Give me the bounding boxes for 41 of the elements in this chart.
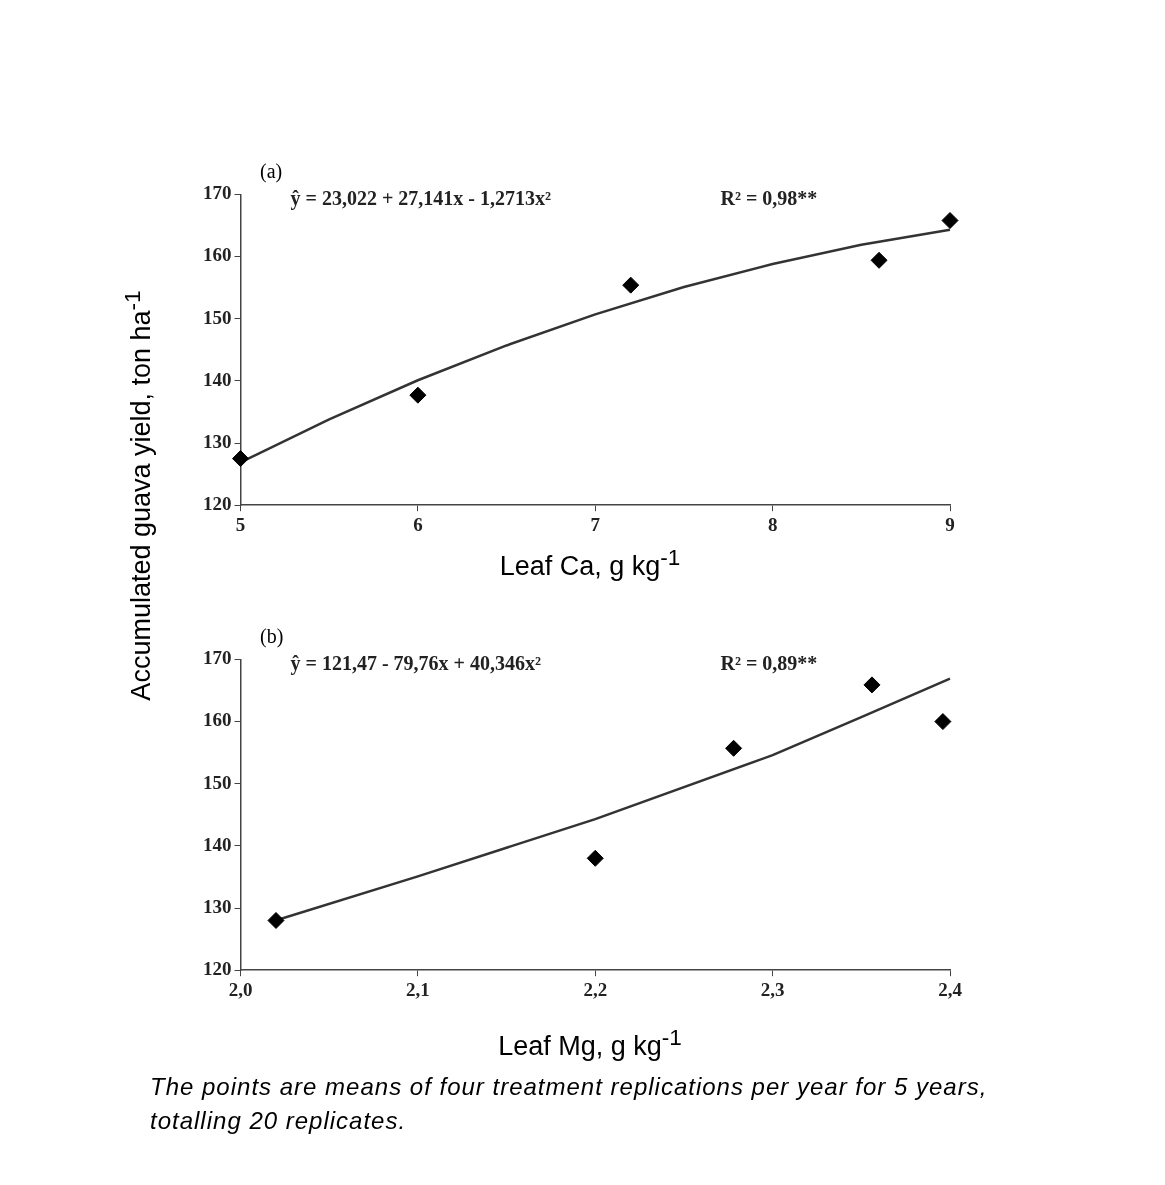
point bbox=[863, 676, 881, 694]
x-axis-title: Leaf Mg, g kg$^{-1}$ bbox=[497, 1025, 683, 1062]
annotation: R² = 0,89** bbox=[720, 651, 818, 674]
point bbox=[870, 251, 888, 269]
chart-title: (a) bbox=[260, 160, 283, 183]
x-axis-title: Leaf Ca, g kg$^{-1}$ bbox=[498, 545, 682, 582]
x-tick-label: 2,2 bbox=[583, 978, 608, 1000]
x-tick-label: 2,1 bbox=[406, 978, 430, 1000]
x-tick-label: 2,3 bbox=[760, 978, 785, 1000]
annotation: R² = 0,98** bbox=[720, 186, 818, 209]
text: The points are means of four treatment replications per year for 5 years, totalling 20 replicates. bbox=[150, 1072, 989, 1136]
y-tick-label: 170 bbox=[203, 647, 232, 669]
y-tick-label: 130 bbox=[203, 895, 232, 917]
y-tick-label: 150 bbox=[203, 306, 232, 328]
y-tick-label: 160 bbox=[203, 709, 232, 731]
y-tick-label: 140 bbox=[203, 368, 232, 390]
point bbox=[586, 849, 604, 867]
y-tick-label: 140 bbox=[203, 833, 232, 855]
x-tick-label: 2,4 bbox=[938, 978, 963, 1000]
y-tick-label: 170 bbox=[203, 182, 232, 204]
y-tick-label: 120 bbox=[203, 958, 232, 980]
y-tick-label: 120 bbox=[203, 493, 232, 515]
y-tick-label: 150 bbox=[203, 771, 232, 793]
y-tick-label: 130 bbox=[203, 430, 232, 452]
point bbox=[232, 450, 249, 468]
point bbox=[267, 911, 285, 929]
x-tick-label: 5 bbox=[235, 513, 246, 535]
point bbox=[941, 212, 959, 230]
y-tick-label: 160 bbox=[203, 244, 232, 266]
x-tick-label: 7 bbox=[590, 513, 601, 535]
annotation: ŷ = 121,47 - 79,76x + 40,346x² bbox=[290, 651, 541, 675]
x-tick-label: 2,0 bbox=[228, 978, 253, 1000]
point bbox=[409, 386, 427, 404]
point bbox=[622, 276, 640, 294]
x-tick-label: 6 bbox=[413, 513, 423, 535]
x-tick-label: 8 bbox=[767, 513, 778, 535]
point bbox=[934, 713, 952, 731]
x-tick-label: 9 bbox=[945, 513, 955, 535]
chart-title: (b) bbox=[260, 625, 284, 648]
point bbox=[725, 739, 743, 757]
annotation: ŷ = 23,022 + 27,141x - 1,2713x² bbox=[290, 186, 551, 210]
